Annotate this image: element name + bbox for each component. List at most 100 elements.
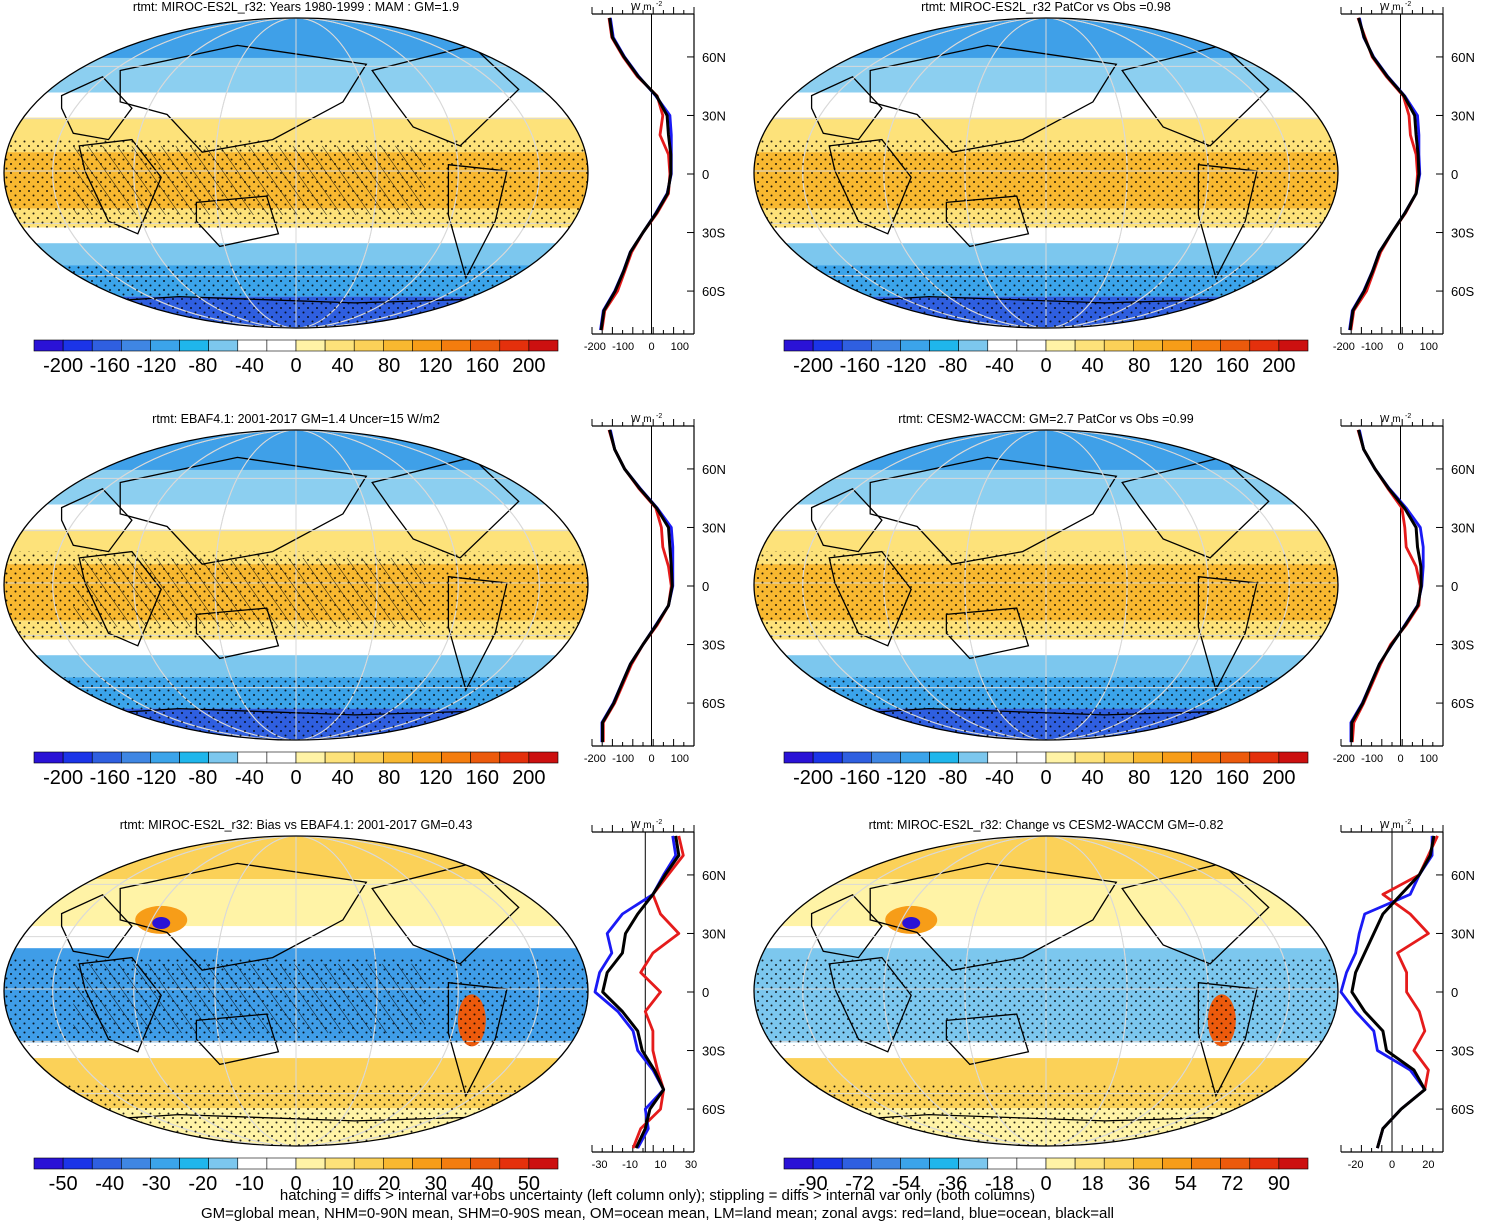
zonal-unit-exponent: -2 xyxy=(1405,819,1411,826)
colorbar-tick-label: 120 xyxy=(1169,355,1202,377)
colorbar-tick-label: -160 xyxy=(90,767,130,789)
zonal-lat-label: 60N xyxy=(702,462,726,477)
colorbar-tick-label: 120 xyxy=(419,355,452,377)
colorbar-swatch xyxy=(987,751,1018,764)
colorbar-swatch xyxy=(179,751,209,764)
colorbar-tick-label: 0 xyxy=(290,1173,301,1195)
colorbar-swatch xyxy=(62,339,93,352)
colorbar-tick-label: -36 xyxy=(938,1173,967,1195)
zonal-lat-label: 0 xyxy=(1451,985,1458,1000)
colorbar-swatch xyxy=(958,751,989,764)
map-fill xyxy=(754,430,1338,740)
colorbar-swatch xyxy=(121,751,151,764)
zonal-lat-label: 60N xyxy=(702,50,726,65)
colorbar-tick-label: 80 xyxy=(1128,767,1150,789)
colorbar-swatch xyxy=(958,339,989,352)
zonal-lat-label: 60S xyxy=(702,284,725,299)
zonal-lat-label: 60N xyxy=(702,868,726,883)
map-frame xyxy=(753,17,1339,329)
colorbar-tick-label: 40 xyxy=(1081,355,1103,377)
colorbar-tick-label: 90 xyxy=(1268,1173,1290,1195)
colorbar-tick-label: -120 xyxy=(136,767,176,789)
panel-5: rtmt: MIROC-ES2L_r32: Bias vs EBAF4.1: 2… xyxy=(3,818,726,1195)
stippling xyxy=(4,265,588,328)
colorbar-tick-label: -40 xyxy=(235,355,264,377)
colorbar-tick-label: 200 xyxy=(1262,355,1295,377)
colorbar-swatch xyxy=(237,751,268,764)
zonal-lat-label: 60N xyxy=(1451,868,1475,883)
colorbar-swatch xyxy=(528,339,559,352)
colorbar: -200 -160 -120 -80 -40 0 40 80 120 160 200 xyxy=(33,339,559,377)
zonal-mean-plot: W m -2 60N 30N 0 30S 60S -200 -100 0 100 xyxy=(584,1,726,353)
colorbar-tick-label: 160 xyxy=(1216,355,1249,377)
colorbar-swatch xyxy=(324,339,355,352)
zonal-lat-label: 60N xyxy=(1451,50,1475,65)
zonal-lat-label: 60S xyxy=(702,696,725,711)
colorbar-swatch xyxy=(1162,339,1192,352)
colorbar-swatch xyxy=(1074,1157,1105,1170)
colorbar-swatch xyxy=(179,339,209,352)
colorbar-tick-label: 200 xyxy=(1262,767,1295,789)
colorbar-swatch xyxy=(324,751,355,764)
colorbar-swatch xyxy=(1045,751,1076,764)
colorbar-tick-label: -40 xyxy=(95,1173,124,1195)
map-frame xyxy=(753,429,1339,741)
map-fill xyxy=(754,836,1338,1146)
colorbar-tick-label: 0 xyxy=(1040,355,1051,377)
zonal-mean-plot: W m -2 60N 30N 0 30S 60S -200 -100 0 100 xyxy=(1333,413,1475,765)
region-tibet-low xyxy=(902,917,921,930)
colorbar-swatch xyxy=(1103,1157,1134,1170)
colorbar-swatch xyxy=(812,751,843,764)
zonal-unit-label: W m xyxy=(631,820,652,831)
zonal-lat-label: 30N xyxy=(702,926,726,941)
colorbar-tick-label: -20 xyxy=(188,1173,217,1195)
colorbar: -200 -160 -120 -80 -40 0 40 80 120 160 200 xyxy=(783,751,1309,789)
zonal-lat-label: 0 xyxy=(702,985,709,1000)
colorbar-swatch xyxy=(1045,339,1076,352)
zonal-unit-exponent: -2 xyxy=(1405,1,1411,8)
panel-title: rtmt: MIROC-ES2L_r32: Years 1980-1999 : … xyxy=(133,0,459,14)
colorbar-swatch xyxy=(1191,751,1221,764)
colorbar-tick-label: 0 xyxy=(1040,1173,1051,1195)
region-tibet-low xyxy=(152,917,171,930)
zonal-x-tick-label: 20 xyxy=(1422,1159,1434,1171)
colorbar-tick-label: -40 xyxy=(985,355,1014,377)
colorbar-tick-label: 80 xyxy=(378,355,400,377)
zonal-lat-label: 30S xyxy=(702,1044,725,1059)
stippling xyxy=(754,957,1338,1046)
colorbar-swatch xyxy=(266,339,297,352)
colorbar-tick-label: 200 xyxy=(512,767,545,789)
zonal-x-tick-label: 100 xyxy=(1420,753,1438,765)
colorbar-tick-label: -54 xyxy=(892,1173,921,1195)
zonal-lat-label: 60N xyxy=(1451,462,1475,477)
colorbar-swatch xyxy=(1074,339,1105,352)
map-fill xyxy=(4,18,588,328)
colorbar-swatch xyxy=(1103,751,1134,764)
footer-note-legend: GM=global mean, NHM=0-90N mean, SHM=0-90… xyxy=(200,1205,1114,1222)
colorbar-tick-label: 0 xyxy=(290,767,301,789)
zonal-line-land xyxy=(600,17,672,331)
colorbar-swatch xyxy=(295,339,326,352)
colorbar-swatch xyxy=(1016,751,1047,764)
colorbar-swatch xyxy=(208,1157,239,1170)
colorbar-tick-label: -200 xyxy=(793,355,833,377)
colorbar-swatch xyxy=(33,339,64,352)
colorbar: -50 -40 -30 -20 -10 0 10 20 30 40 50 xyxy=(33,1157,559,1195)
zonal-x-tick-label: 0 xyxy=(648,753,654,765)
zonal-lat-label: 30S xyxy=(1451,638,1474,653)
colorbar-tick-label: -200 xyxy=(43,355,83,377)
zonal-x-tick-label: 100 xyxy=(671,341,689,353)
zonal-lat-label: 30N xyxy=(702,108,726,123)
colorbar-swatch xyxy=(383,1157,413,1170)
zonal-x-tick-label: -100 xyxy=(1361,753,1383,765)
colorbar-swatch xyxy=(929,751,959,764)
hatching xyxy=(73,557,425,627)
colorbar-swatch xyxy=(1045,1157,1076,1170)
panel-4: rtmt: CESM2-WACCM: GM=2.7 PatCor vs Obs … xyxy=(753,412,1475,789)
colorbar-swatch xyxy=(33,751,64,764)
colorbar-swatch xyxy=(1220,1157,1251,1170)
colorbar-swatch xyxy=(1162,751,1192,764)
colorbar-tick-label: 54 xyxy=(1175,1173,1197,1195)
colorbar-swatch xyxy=(266,1157,297,1170)
colorbar-swatch xyxy=(871,751,901,764)
